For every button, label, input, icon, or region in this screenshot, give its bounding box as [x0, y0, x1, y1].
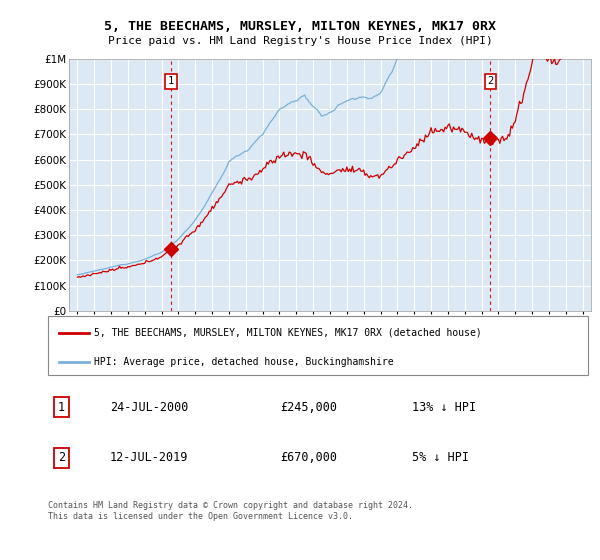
Text: Price paid vs. HM Land Registry's House Price Index (HPI): Price paid vs. HM Land Registry's House … [107, 36, 493, 46]
Text: 2: 2 [58, 451, 65, 464]
Text: 1: 1 [58, 401, 65, 414]
Text: Contains HM Land Registry data © Crown copyright and database right 2024.
This d: Contains HM Land Registry data © Crown c… [48, 501, 413, 521]
Text: 1: 1 [168, 77, 174, 86]
Text: 13% ↓ HPI: 13% ↓ HPI [413, 401, 476, 414]
FancyBboxPatch shape [48, 316, 588, 375]
Text: 2: 2 [487, 77, 494, 86]
Text: 5, THE BEECHAMS, MURSLEY, MILTON KEYNES, MK17 0RX: 5, THE BEECHAMS, MURSLEY, MILTON KEYNES,… [104, 20, 496, 32]
Text: HPI: Average price, detached house, Buckinghamshire: HPI: Average price, detached house, Buck… [94, 357, 394, 367]
Text: £670,000: £670,000 [280, 451, 337, 464]
Text: 12-JUL-2019: 12-JUL-2019 [110, 451, 188, 464]
Text: 5, THE BEECHAMS, MURSLEY, MILTON KEYNES, MK17 0RX (detached house): 5, THE BEECHAMS, MURSLEY, MILTON KEYNES,… [94, 328, 482, 338]
Text: 24-JUL-2000: 24-JUL-2000 [110, 401, 188, 414]
Text: 5% ↓ HPI: 5% ↓ HPI [413, 451, 470, 464]
Text: £245,000: £245,000 [280, 401, 337, 414]
